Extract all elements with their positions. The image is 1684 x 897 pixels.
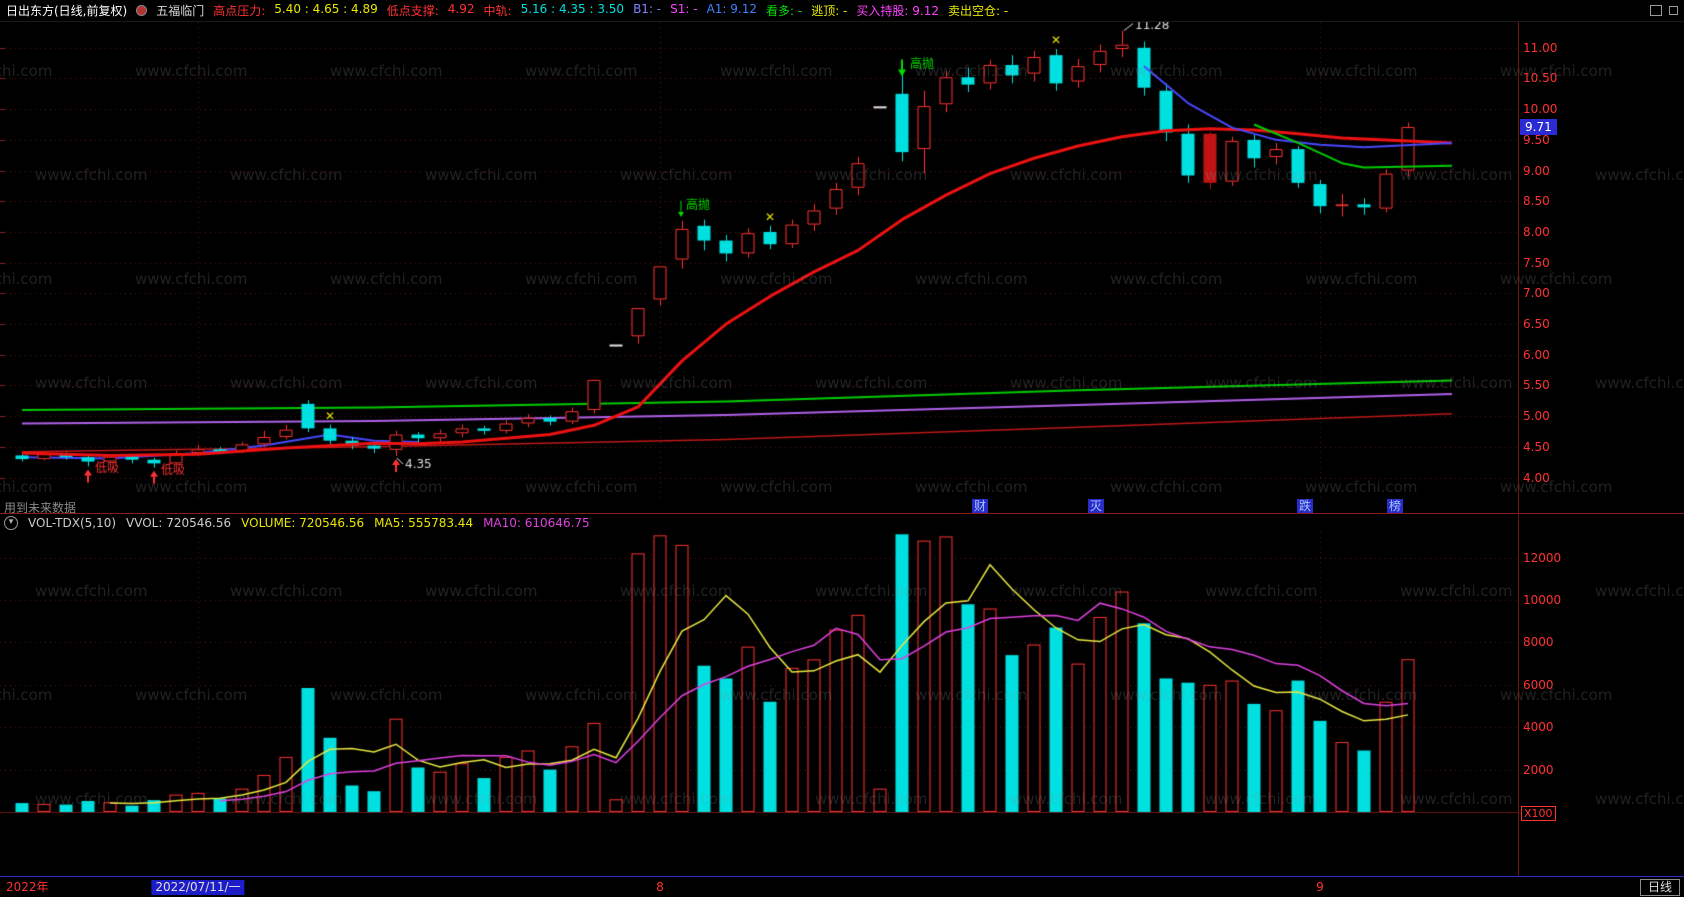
price-axis-label: 10.00 xyxy=(1523,102,1558,117)
price-axis-label: 9.00 xyxy=(1523,163,1550,178)
time-axis-label: 8 xyxy=(656,880,664,894)
indicator-readout: B1: - xyxy=(633,2,662,16)
indicator-readout: 买入持股: 9.12 xyxy=(856,4,939,18)
indicator-readouts: 高点压力: 5.40 : 4.65 : 4.89 低点支撑: 4.92 中轨: 5.16 … xyxy=(213,2,1008,19)
price-axis-label: 8.00 xyxy=(1523,224,1550,239)
indicator-readout: A1: 9.12 xyxy=(706,2,757,16)
indicator-readout: 逃顶: - xyxy=(811,4,848,18)
current-price-badge: 9.71 xyxy=(1520,118,1557,135)
collapse-volume-icon[interactable]: ▾ xyxy=(4,516,18,530)
volume-readout: VOL-TDX(5,10) xyxy=(28,516,117,530)
period-selector[interactable]: 日线 xyxy=(1639,879,1680,896)
volume-axis-label: 10000 xyxy=(1523,593,1562,607)
price-axis-label: 6.50 xyxy=(1523,317,1550,332)
volume-axis-label: 8000 xyxy=(1523,635,1554,650)
price-axis-label: 7.00 xyxy=(1523,286,1550,301)
indicator-readout: 中轨: xyxy=(483,4,512,18)
volume-unit-label: X100 xyxy=(1521,806,1556,821)
expand-panel-icon[interactable] xyxy=(1650,5,1662,16)
volume-readout: MA5: 555783.44 xyxy=(374,516,474,530)
price-axis-label: 5.50 xyxy=(1523,378,1550,393)
price-axis-label: 6.00 xyxy=(1523,347,1550,362)
price-axis-label: 7.50 xyxy=(1523,255,1550,270)
price-axis-label: 8.50 xyxy=(1523,194,1550,209)
indicator-readout: 5.16 : 4.35 : 3.50 xyxy=(520,2,625,16)
time-axis-bar: 日线 2022年 2022/07/11/一 8 9 xyxy=(0,876,1684,897)
top-indicator-bar: 日出东方(日线,前复权) 五福临门 高点压力: 5.40 : 4.65 : 4.8… xyxy=(0,0,1684,22)
volume-axis-label: 2000 xyxy=(1523,762,1554,777)
indicator-readout: 看多: - xyxy=(766,4,803,18)
divider-chip: 榜 xyxy=(1387,499,1404,513)
indicator-readout: 低点支撑: xyxy=(386,4,439,18)
divider-chip: 灭 xyxy=(1088,499,1105,513)
indicator-readout: S1: - xyxy=(670,2,698,16)
indicator-readout: 5.40 : 4.65 : 4.89 xyxy=(274,2,378,16)
right-axis: 9.71 X100 11.00 10.50 10.00 9.50 9.00 8.50 8.0… xyxy=(1518,22,1684,876)
time-axis-label: 9 xyxy=(1316,880,1324,894)
price-axis-label: 4.00 xyxy=(1523,470,1550,485)
volume-axis-label: 6000 xyxy=(1523,677,1554,692)
pane-divider xyxy=(0,513,1684,514)
time-axis-label: 2022/07/11/一 xyxy=(151,880,245,895)
volume-axis-label: 12000 xyxy=(1523,550,1562,565)
volume-readouts: VOL-TDX(5,10) VVOL: 720546.56 VOLUME: 7205… xyxy=(28,516,590,530)
divider-chip: 跌 xyxy=(1297,499,1314,513)
price-axis-label: 10.50 xyxy=(1523,71,1558,86)
stock-title: 日出东方(日线,前复权) xyxy=(6,4,128,18)
volume-chart-canvas[interactable] xyxy=(0,532,1518,876)
indicator-icon[interactable] xyxy=(136,5,148,16)
indicator-readout: 高点压力: xyxy=(213,4,266,18)
volume-header: ▾ VOL-TDX(5,10) VVOL: 720546.56 VOLUME: 72… xyxy=(0,514,1518,532)
indicator-readout: 卖出空仓: - xyxy=(947,4,1009,18)
price-axis-label: 9.50 xyxy=(1523,132,1550,147)
layout-icon[interactable] xyxy=(1669,6,1678,15)
volume-readout: VVOL: 720546.56 xyxy=(126,516,232,530)
main-chart-canvas[interactable] xyxy=(0,22,1518,499)
divider-chip: 财 xyxy=(972,499,989,513)
price-axis-label: 11.00 xyxy=(1523,40,1558,55)
time-axis-label: 2022年 xyxy=(6,880,49,894)
pane-strip: 用到未来数据 财 灭 跌 榜 xyxy=(0,499,1518,515)
volume-readout: VOLUME: 720546.56 xyxy=(241,516,365,530)
price-axis-label: 4.50 xyxy=(1523,439,1550,454)
price-axis-label: 5.00 xyxy=(1523,409,1550,424)
volume-axis-label: 4000 xyxy=(1523,720,1554,735)
volume-readout: MA10: 610646.75 xyxy=(483,516,590,530)
indicator-name[interactable]: 五福临门 xyxy=(156,4,205,18)
indicator-readout: 4.92 xyxy=(447,2,475,16)
window-icons xyxy=(1650,5,1678,16)
future-data-notice: 用到未来数据 xyxy=(4,501,77,515)
